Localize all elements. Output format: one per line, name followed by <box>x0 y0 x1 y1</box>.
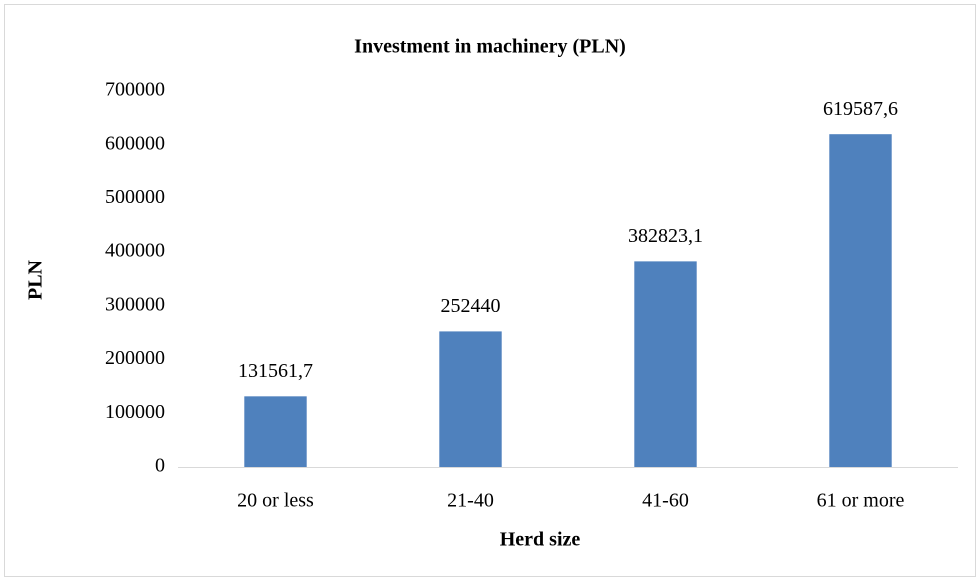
data-label: 382823,1 <box>628 225 703 247</box>
y-tick-label: 200000 <box>105 347 165 369</box>
chart-title: Investment in machinery (PLN) <box>354 36 626 58</box>
y-axis-label: PLN <box>25 259 47 300</box>
x-tick-label: 20 or less <box>237 490 314 512</box>
y-tick-label: 0 <box>155 455 165 477</box>
data-label: 252440 <box>441 295 501 317</box>
y-tick-label: 600000 <box>105 132 165 154</box>
y-tick-label: 700000 <box>105 79 165 101</box>
bar <box>634 261 697 467</box>
x-tick-label: 61 or more <box>817 490 905 512</box>
y-tick-label: 500000 <box>105 186 165 208</box>
y-tick-label: 400000 <box>105 240 165 262</box>
data-label: 619587,6 <box>823 98 898 120</box>
chart-border <box>4 4 976 577</box>
bar <box>244 396 307 467</box>
data-label: 131561,7 <box>238 360 313 382</box>
y-tick-label: 300000 <box>105 293 165 315</box>
x-axis-label: Herd size <box>500 529 581 551</box>
x-tick-label: 21-40 <box>447 490 494 512</box>
y-tick-label: 100000 <box>105 401 165 423</box>
bar <box>439 331 502 467</box>
bar <box>829 134 892 468</box>
x-tick-label: 41-60 <box>642 490 689 512</box>
